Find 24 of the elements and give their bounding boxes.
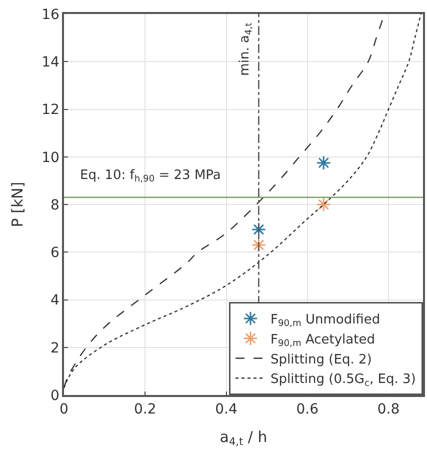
- y-tick-label: 10: [42, 150, 60, 166]
- x-tick-label: 0.4: [215, 402, 238, 418]
- x-tick-label: 0.8: [377, 402, 400, 418]
- y-tick-label: 8: [50, 197, 60, 214]
- y-tick-label: 12: [42, 102, 60, 118]
- y-tick-label: 2: [50, 340, 60, 356]
- y-axis-title: P [kN]: [8, 182, 26, 228]
- point: [251, 238, 266, 252]
- y-tick-label: 16: [42, 6, 60, 23]
- y-tick-label: 4: [50, 292, 60, 309]
- x-axis-title: a$_{4,t}$ / h: [220, 428, 268, 448]
- y-tick-label: 14: [42, 54, 60, 71]
- point: [316, 197, 331, 212]
- legend-label: F$_{90,m}$ Acetylated: [270, 332, 375, 350]
- y-tick-label: 0: [50, 388, 60, 404]
- legend-label: Splitting (0.5G$_{c}$, Eq. 3): [270, 372, 416, 389]
- y-tick-label: 6: [50, 245, 60, 262]
- annotation: Eq. 10: f$_{h,90}$ = 23 MPa: [80, 168, 221, 185]
- x-tick-label: 0.6: [296, 402, 319, 418]
- point: [251, 222, 266, 237]
- x-tick-label: 0.2: [134, 402, 156, 418]
- point: [316, 155, 331, 170]
- legend-label: F$_{90,m}$ Unmodified: [270, 312, 380, 330]
- legend-label: Splitting (Eq. 2): [270, 352, 372, 368]
